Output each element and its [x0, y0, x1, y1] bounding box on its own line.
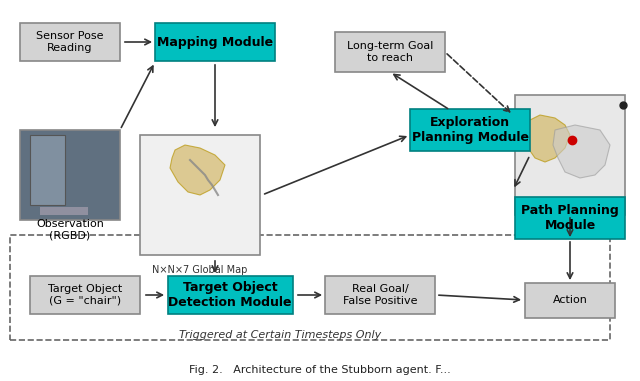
Bar	[45, 207, 78, 215]
Text: Long-term Goal
to reach: Long-term Goal to reach	[347, 41, 433, 63]
FancyBboxPatch shape	[20, 130, 120, 220]
Text: Mapping Module: Mapping Module	[157, 35, 273, 48]
Text: Exploration
Planning Module: Exploration Planning Module	[412, 116, 529, 144]
Polygon shape	[553, 125, 610, 178]
Text: Action: Action	[552, 295, 588, 305]
Text: Observation
(RGBD): Observation (RGBD)	[36, 219, 104, 241]
Bar	[30, 135, 65, 205]
FancyBboxPatch shape	[335, 32, 445, 72]
Text: Target Object
(G = "chair"): Target Object (G = "chair")	[48, 284, 122, 306]
Bar	[40, 207, 73, 215]
Polygon shape	[525, 115, 570, 162]
Bar	[55, 207, 88, 215]
Text: N×N×7 Global Map: N×N×7 Global Map	[152, 265, 248, 275]
Bar	[50, 207, 83, 215]
Text: Target Object
Detection Module: Target Object Detection Module	[168, 281, 292, 309]
Text: Fig. 2.   Architecture of the Stubborn agent. F...: Fig. 2. Architecture of the Stubborn age…	[189, 365, 451, 375]
FancyBboxPatch shape	[30, 276, 140, 314]
FancyBboxPatch shape	[325, 276, 435, 314]
Text: Sensor Pose
Reading: Sensor Pose Reading	[36, 31, 104, 53]
FancyBboxPatch shape	[155, 23, 275, 61]
Polygon shape	[170, 145, 225, 195]
FancyBboxPatch shape	[168, 276, 292, 314]
Text: Real Goal/
False Positive: Real Goal/ False Positive	[343, 284, 417, 306]
FancyBboxPatch shape	[410, 109, 530, 151]
FancyBboxPatch shape	[525, 282, 615, 317]
Text: Path Planning
Module: Path Planning Module	[521, 204, 619, 232]
FancyBboxPatch shape	[515, 95, 625, 215]
Text: Triggered at Certain Timesteps Only: Triggered at Certain Timesteps Only	[179, 330, 381, 340]
FancyBboxPatch shape	[515, 197, 625, 239]
FancyBboxPatch shape	[140, 135, 260, 255]
FancyBboxPatch shape	[20, 23, 120, 61]
